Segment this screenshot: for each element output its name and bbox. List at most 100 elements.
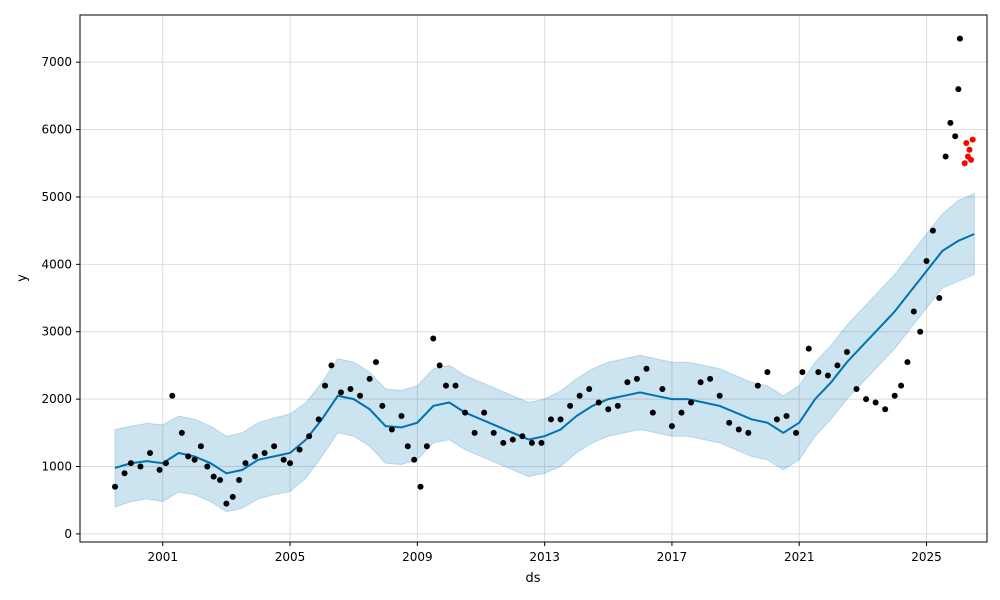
x-tick-label: 2009 (402, 550, 433, 564)
observed-point (872, 399, 879, 406)
observed-point (337, 389, 344, 396)
observed-point (910, 308, 917, 315)
observed-point (917, 328, 924, 335)
observed-point (471, 429, 478, 436)
observed-point (834, 362, 841, 369)
observed-point (322, 382, 329, 389)
observed-point (519, 433, 526, 440)
x-axis-ticks: 2001 2005 2009 2013 2017 2021 2025 (147, 542, 942, 564)
observed-point (764, 369, 771, 376)
observed-point (707, 375, 714, 382)
observed-point (799, 369, 806, 376)
observed-point (824, 372, 831, 379)
x-tick-label: 2025 (911, 550, 942, 564)
observed-point (442, 382, 449, 389)
observed-point (726, 419, 733, 426)
observed-point (688, 399, 695, 406)
x-tick-label: 2021 (784, 550, 815, 564)
observed-point (366, 375, 373, 382)
observed-point (904, 359, 911, 366)
x-tick-label: 2013 (529, 550, 560, 564)
observed-point (379, 402, 386, 409)
observed-point (178, 429, 185, 436)
observed-point (936, 295, 943, 302)
observed-point (236, 477, 243, 483)
gridlines (80, 15, 987, 542)
observed-point (223, 500, 230, 507)
observed-point (614, 402, 621, 409)
observed-point (197, 443, 204, 450)
observed-point (430, 335, 437, 342)
observed-point (162, 460, 169, 467)
observed-point (271, 443, 278, 450)
observed-point (815, 369, 822, 376)
observed-point (956, 35, 963, 42)
observed-point (210, 473, 217, 480)
observed-point (372, 359, 379, 366)
observed-point (169, 392, 176, 399)
observed-point (716, 392, 723, 399)
observed-point (624, 379, 631, 386)
y-axis-ticks: 0 1000 2000 3000 4000 5000 6000 7000 (41, 55, 80, 541)
observed-point (548, 416, 555, 423)
y-tick-label: 5000 (41, 190, 72, 204)
observed-point (567, 402, 574, 409)
observed-point (185, 453, 192, 460)
observed-point (217, 477, 224, 483)
observed-point (668, 423, 675, 430)
observed-point (745, 429, 752, 436)
observed-point (793, 429, 800, 436)
observed-point (754, 382, 761, 389)
observed-point (952, 133, 959, 140)
recent-point (968, 156, 975, 163)
observed-point (417, 483, 424, 490)
recent-point (961, 160, 968, 167)
plot-frame (79, 14, 988, 543)
observed-point (853, 386, 860, 393)
observed-point (805, 345, 812, 352)
observed-point (735, 426, 742, 433)
observed-point (137, 463, 144, 470)
observed-point (287, 460, 294, 467)
y-tick-label: 6000 (41, 123, 72, 137)
y-tick-label: 3000 (41, 325, 72, 339)
y-tick-label: 7000 (41, 55, 72, 69)
observed-point (398, 412, 405, 419)
observed-point (357, 392, 364, 399)
y-tick-label: 0 (64, 527, 72, 541)
observed-point (280, 456, 287, 463)
forecast-interval-layer (114, 192, 975, 513)
observed-point (942, 153, 949, 160)
observed-point (306, 433, 313, 440)
observed-point (328, 362, 335, 369)
observed-point (843, 348, 850, 355)
observed-point (156, 466, 163, 473)
observed-point (490, 429, 497, 436)
observed-point (659, 386, 666, 393)
uncertainty-band (114, 192, 975, 513)
observed-point (595, 399, 602, 406)
observed-point (882, 406, 889, 413)
observed-point (509, 436, 516, 443)
observed-point (191, 456, 198, 463)
observed-point (891, 392, 898, 399)
observed-point (538, 439, 545, 446)
observed-point (452, 382, 459, 389)
observed-point (773, 416, 780, 423)
observed-point (252, 453, 259, 460)
observed-point (347, 386, 354, 393)
observed-point (411, 456, 418, 463)
observed-point (229, 493, 236, 500)
forecast-line-layer (114, 233, 975, 475)
observed-point (605, 406, 612, 413)
x-tick-label: 2017 (657, 550, 688, 564)
x-tick-label: 2005 (275, 550, 306, 564)
observed-point (923, 257, 930, 264)
recent-points-layer (961, 136, 976, 167)
observed-point (929, 227, 936, 234)
observed-point (147, 450, 154, 457)
forecast-line (114, 233, 975, 475)
observed-point (481, 409, 488, 416)
observed-point (436, 362, 443, 369)
